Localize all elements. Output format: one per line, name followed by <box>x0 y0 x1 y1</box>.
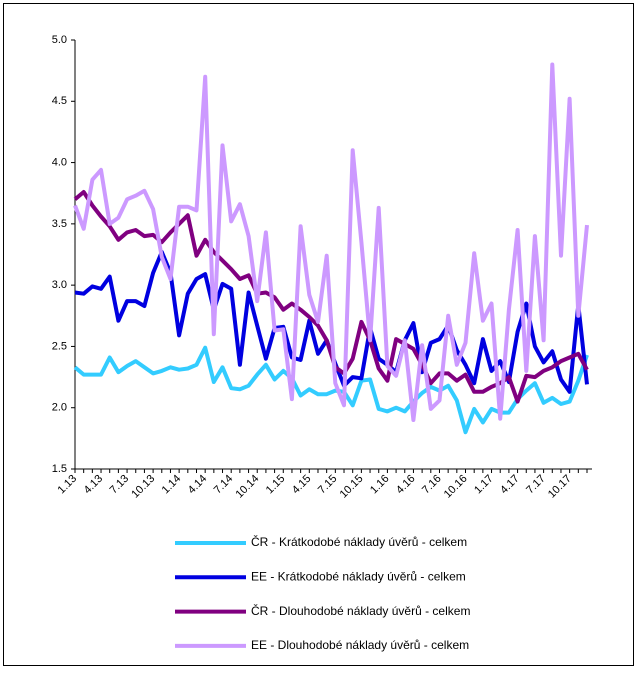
y-tick-label: 2.5 <box>52 340 67 352</box>
chart-frame <box>3 3 634 666</box>
y-tick-label: 3.0 <box>52 279 67 291</box>
series-line <box>73 62 589 422</box>
y-tick-label: 4.0 <box>52 156 67 168</box>
y-tick-label: 5.0 <box>52 34 67 46</box>
y-tick-label: 3.5 <box>52 218 67 230</box>
legend-label: ČR - Dlouhodobé náklady úvěrů - celkem <box>251 603 470 618</box>
y-tick-label: 4.5 <box>52 95 67 107</box>
y-tick-label: 1.5 <box>52 463 67 475</box>
legend-label: EE - Krátkodobé náklady úvěrů - celkem <box>251 569 466 583</box>
legend-label: EE - Dlouhodobé náklady úvěrů - celkem <box>251 638 469 652</box>
legend-label: ČR - Krátkodobé náklady úvěrů - celkem <box>251 534 467 549</box>
y-tick-label: 2.0 <box>52 402 67 414</box>
